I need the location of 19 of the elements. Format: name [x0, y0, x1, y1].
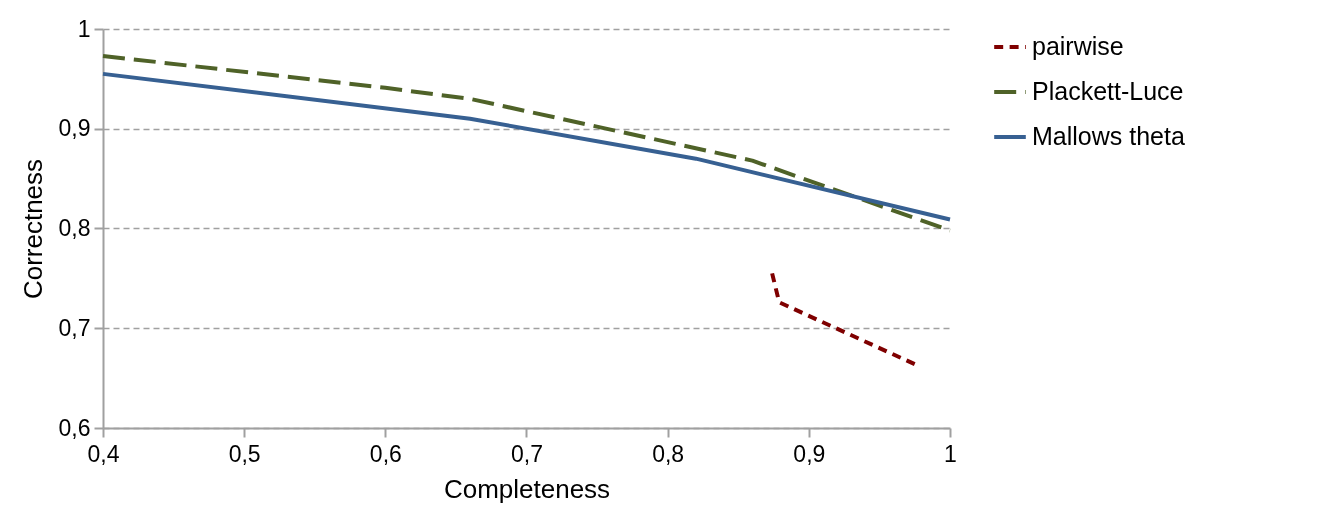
- legend-label: Plackett-Luce: [1032, 77, 1184, 105]
- line-series: [101, 71, 952, 222]
- x-tick-label: 0,6: [369, 440, 402, 467]
- x-tick-label: 0,5: [228, 440, 261, 467]
- legend-label: Mallows theta: [1032, 122, 1185, 150]
- y-tick-label: 0,9: [58, 115, 91, 142]
- x-axis-title: Completeness: [443, 473, 611, 504]
- x-tick-label: 0,4: [87, 440, 120, 467]
- y-tick-label: 0,7: [58, 314, 91, 341]
- line-series: [101, 53, 952, 233]
- y-axis-title: Correctness: [17, 158, 48, 300]
- x-tick-label: 0,8: [652, 440, 685, 467]
- y-tick-label: 1: [77, 15, 91, 42]
- x-tick-label: 0,9: [793, 440, 826, 467]
- y-tick-label: 0,6: [58, 414, 91, 441]
- x-tick-label: 0,7: [511, 440, 543, 467]
- legend-label: pairwise: [1032, 32, 1124, 60]
- x-tick-label: 1: [944, 440, 957, 467]
- y-tick-label: 0,8: [58, 215, 91, 241]
